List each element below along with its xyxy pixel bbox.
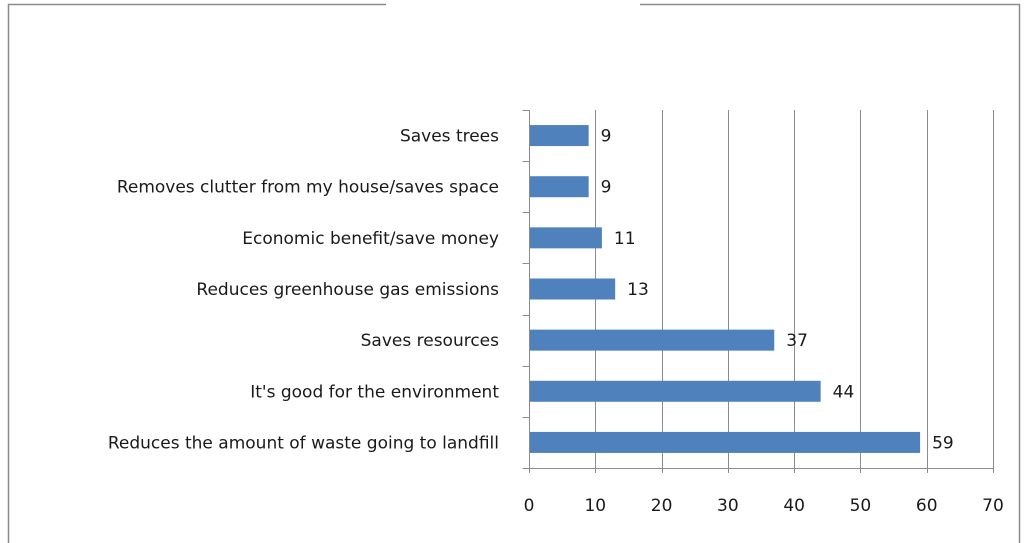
data-label: 11 [614, 229, 636, 249]
bar [529, 431, 921, 453]
x-tick-label: 30 [717, 496, 739, 516]
x-tick-label: 60 [916, 496, 938, 516]
data-label: 59 [932, 433, 954, 453]
x-tick-label: 10 [584, 496, 606, 516]
bar [529, 125, 589, 147]
data-label: 44 [833, 382, 855, 402]
x-tick-label: 70 [982, 496, 1004, 516]
category-label: Economic benefit/save money [242, 229, 499, 249]
bar [529, 176, 589, 198]
data-label: 37 [786, 331, 808, 351]
data-label: 13 [627, 280, 649, 300]
x-tick-label: 40 [783, 496, 805, 516]
category-label: Saves trees [400, 127, 499, 147]
x-tick-label: 0 [524, 496, 535, 516]
category-label: Saves resources [361, 331, 500, 351]
x-tick-label: 50 [850, 496, 872, 516]
bar [529, 329, 775, 351]
bar [529, 380, 821, 402]
category-label: Removes clutter from my house/saves spac… [117, 178, 499, 198]
bar [529, 278, 616, 300]
data-label: 9 [601, 127, 612, 147]
category-label: It's good for the environment [250, 382, 499, 402]
category-label: Reduces greenhouse gas emissions [196, 280, 499, 300]
x-tick-label: 20 [651, 496, 673, 516]
chart-border [7, 3, 1021, 543]
category-label: Reduces the amount of waste going to lan… [108, 433, 499, 453]
data-label: 9 [601, 178, 612, 198]
bar [529, 227, 602, 249]
